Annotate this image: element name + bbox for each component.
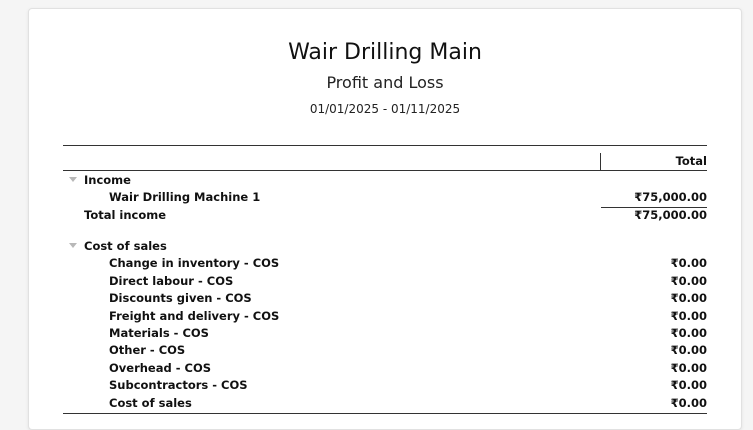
account-row-discounts-given[interactable]: Discounts given - COS ₹0.00 [63,290,707,307]
account-label: Wair Drilling Machine 1 [109,190,261,204]
account-label: Direct labour - COS [109,273,234,288]
account-label: Discounts given - COS [109,291,252,305]
account-amount[interactable]: ₹0.00 [670,326,707,340]
account-amount[interactable]: ₹0.00 [670,308,707,323]
account-row-subcontractors[interactable]: Subcontractors - COS ₹0.00 [63,377,707,394]
cost-of-sales-total-rule [63,413,707,414]
report-title: Profit and Loss [326,73,444,92]
account-amount[interactable]: ₹0.00 [670,378,707,392]
table-top-rule [63,145,707,146]
account-label: Freight and delivery - COS [109,308,280,323]
account-amount[interactable]: ₹0.00 [670,343,707,357]
company-name: Wair Drilling Main [288,40,482,65]
section-label-cost-of-sales: Cost of sales [84,239,167,253]
collapse-caret-icon[interactable] [69,177,77,182]
account-amount[interactable]: ₹0.00 [670,291,707,305]
account-row-freight-and-delivery[interactable]: Freight and delivery - COS ₹0.00 [63,308,707,325]
account-row-wair-drilling-machine-1[interactable]: Wair Drilling Machine 1 ₹75,000.00 [63,189,707,206]
account-row-materials[interactable]: Materials - COS ₹0.00 [63,325,707,342]
account-amount[interactable]: ₹0.00 [670,395,707,410]
report-date-range: 01/01/2025 - 01/11/2025 [309,102,461,116]
table-header-row: Total [63,153,707,171]
account-row-cost-of-sales[interactable]: Cost of sales ₹0.00 [63,395,707,412]
account-row-overhead[interactable]: Overhead - COS ₹0.00 [63,360,707,377]
account-row-other[interactable]: Other - COS ₹0.00 [63,342,707,359]
account-label: Change in inventory - COS [109,256,280,270]
account-amount[interactable]: ₹0.00 [670,360,707,375]
report-card: Wair Drilling Main Profit and Loss 01/01… [28,8,742,430]
section-row-income[interactable]: Income [63,172,707,189]
account-row-direct-labour[interactable]: Direct labour - COS ₹0.00 [63,273,707,290]
account-row-change-in-inventory[interactable]: Change in inventory - COS ₹0.00 [63,255,707,272]
collapse-caret-icon[interactable] [69,243,77,248]
account-label: Materials - COS [109,326,209,340]
account-label: Subcontractors - COS [109,378,248,392]
section-row-cost-of-sales[interactable]: Cost of sales [63,238,707,255]
income-total-rule [601,207,707,208]
account-amount[interactable]: ₹0.00 [670,273,707,288]
column-header-total: Total [600,153,707,170]
total-row-income: Total income ₹75,000.00 [63,207,707,224]
account-amount[interactable]: ₹75,000.00 [634,190,707,204]
account-label: Other - COS [109,343,186,357]
account-amount[interactable]: ₹0.00 [670,256,707,270]
total-income-amount[interactable]: ₹75,000.00 [634,208,707,222]
total-income-label: Total income [84,208,167,222]
section-label-income: Income [84,173,131,187]
account-label: Overhead - COS [109,360,212,375]
account-label: Cost of sales [109,395,192,410]
